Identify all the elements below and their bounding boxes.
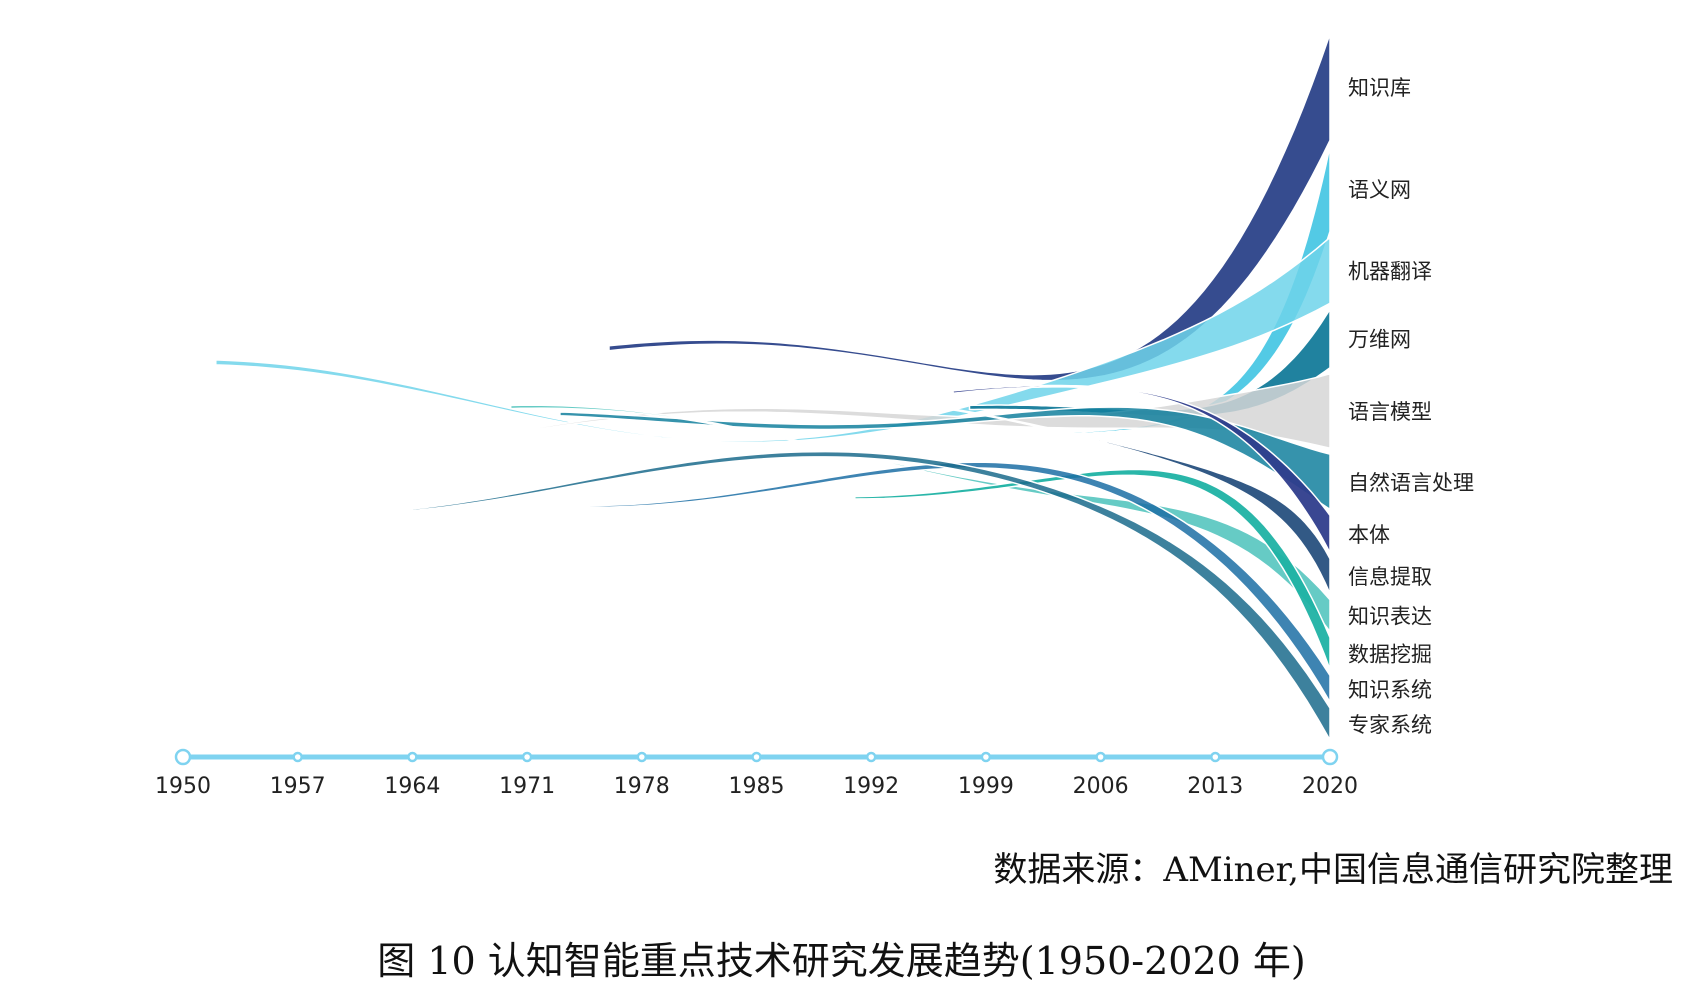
x-tick-label: 1978 (614, 774, 670, 799)
figure-caption: 图 10 认知智能重点技术研究发展趋势(1950-2020 年) (377, 939, 1306, 983)
x-tick-marker (521, 751, 533, 763)
x-tick-label: 1957 (270, 774, 326, 799)
x-tick-marker (1095, 751, 1106, 763)
stream-1[interactable] (608, 33, 1331, 382)
source-note: 数据来源：AMiner,中国信息通信研究院整理 (993, 850, 1673, 890)
x-tick-marker (751, 751, 762, 763)
stream-7[interactable] (952, 384, 1331, 554)
x-tick-marker (980, 751, 992, 763)
stream-8[interactable] (935, 405, 1331, 595)
stream-11[interactable] (493, 461, 1331, 705)
x-tick-label: 2013 (1187, 774, 1243, 799)
legend-label: 语义网 (1348, 178, 1411, 202)
x-tick-marker (407, 751, 418, 763)
x-axis: 1950 1957 1964 1971 1978 1985 1992 1999 2006 2013… (155, 748, 1358, 799)
x-tick-label: 1992 (843, 774, 899, 799)
legend-label: 万维网 (1348, 328, 1411, 352)
x-tick-marker (174, 748, 192, 766)
legend-label: 知识表达 (1348, 605, 1432, 629)
legend: 知识库语义网机器翻译万维网语言模型自然语言处理本体信息提取知识表达数据挖掘知识系… (1348, 76, 1474, 737)
stream-3[interactable] (215, 235, 1331, 444)
legend-label: 自然语言处理 (1348, 471, 1474, 495)
stream-12[interactable] (411, 450, 1331, 743)
x-tick-label: 1971 (499, 774, 555, 799)
x-tick-marker (636, 751, 648, 763)
x-tick-label: 2020 (1302, 774, 1358, 799)
x-tick-marker (1210, 751, 1221, 763)
legend-label: 知识库 (1348, 76, 1411, 100)
legend-label: 专家系统 (1348, 713, 1432, 737)
legend-label: 本体 (1348, 523, 1390, 547)
x-tick-marker (865, 751, 877, 763)
stream-6[interactable] (559, 406, 1331, 511)
theme-river-chart: 1950 1957 1964 1971 1978 1985 1992 1999 2006 2013… (155, 33, 1474, 799)
legend-label: 语言模型 (1348, 400, 1432, 424)
x-tick-label: 1950 (155, 774, 211, 799)
x-tick-label: 2006 (1073, 774, 1129, 799)
legend-label: 数据挖掘 (1348, 643, 1432, 667)
stream-9[interactable] (509, 404, 1331, 634)
x-tick-label: 1985 (729, 774, 785, 799)
legend-label: 信息提取 (1348, 565, 1432, 589)
x-tick-label: 1999 (958, 774, 1014, 799)
x-tick-label: 1964 (384, 774, 440, 799)
streams (215, 33, 1331, 743)
legend-label: 机器翻译 (1348, 259, 1432, 283)
legend-label: 知识系统 (1348, 678, 1432, 702)
x-tick-marker (1321, 748, 1339, 766)
x-tick-marker (292, 751, 303, 763)
